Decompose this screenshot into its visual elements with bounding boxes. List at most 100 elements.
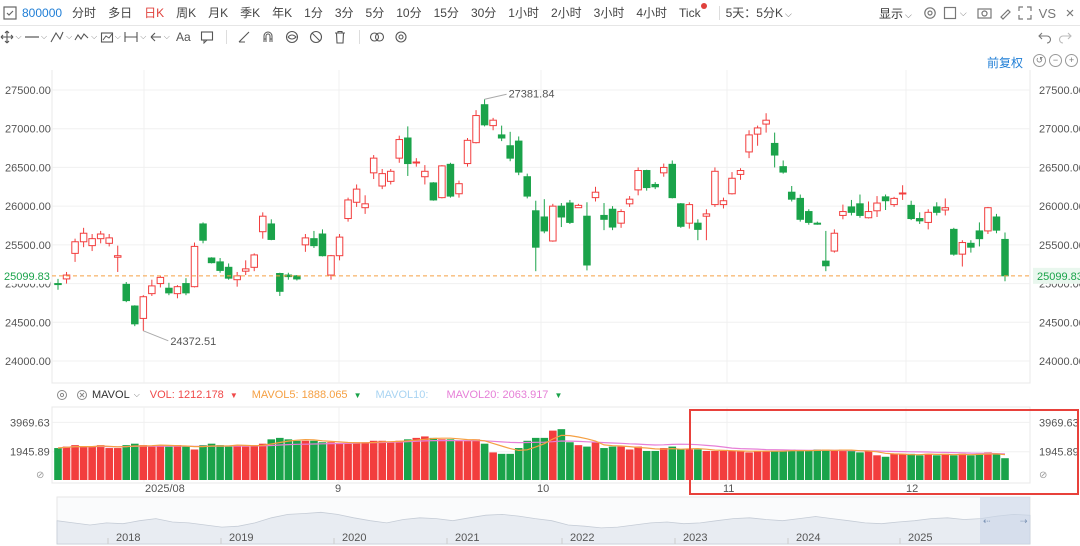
candle-body[interactable] bbox=[361, 203, 369, 209]
candle-body[interactable] bbox=[659, 166, 668, 174]
candle-body[interactable] bbox=[651, 183, 659, 188]
period-tab[interactable]: 3小时 bbox=[593, 6, 625, 20]
period-tab[interactable]: 分时 bbox=[72, 6, 97, 20]
volume-bar[interactable] bbox=[804, 450, 813, 480]
volume-bar[interactable] bbox=[873, 455, 881, 480]
volume-bar[interactable] bbox=[506, 453, 514, 480]
candle-body[interactable] bbox=[386, 170, 395, 182]
volume-bar[interactable] bbox=[932, 455, 941, 480]
period-tab[interactable]: 日K bbox=[144, 6, 165, 20]
volume-bar[interactable] bbox=[122, 445, 131, 480]
volume-bar[interactable] bbox=[770, 450, 779, 480]
candle-body[interactable] bbox=[898, 192, 907, 195]
candle-body[interactable] bbox=[497, 134, 506, 139]
volume-bar[interactable] bbox=[173, 445, 182, 480]
wave-icon[interactable]: ⌵ bbox=[74, 27, 97, 47]
candle-body[interactable] bbox=[463, 139, 472, 165]
volume-bar[interactable] bbox=[352, 442, 361, 480]
volume-bar[interactable] bbox=[472, 439, 480, 480]
candle-body[interactable] bbox=[566, 202, 574, 223]
candle-body[interactable] bbox=[915, 218, 924, 222]
reset-icon[interactable]: ↺ bbox=[1033, 54, 1046, 67]
candle-body[interactable] bbox=[668, 163, 677, 199]
period-tab[interactable]: 年K bbox=[272, 6, 293, 20]
volume-bar[interactable] bbox=[233, 445, 241, 480]
candle-body[interactable] bbox=[975, 230, 984, 240]
candle-body[interactable] bbox=[352, 188, 361, 203]
period-tab[interactable]: 4小时 bbox=[636, 6, 668, 20]
volume-bar[interactable] bbox=[753, 450, 762, 480]
candle-body[interactable] bbox=[847, 206, 856, 213]
volume-bar[interactable] bbox=[148, 446, 156, 480]
candle-body[interactable] bbox=[293, 275, 301, 280]
candle-body[interactable] bbox=[557, 205, 566, 218]
arrow-icon[interactable]: ⌵ bbox=[148, 27, 170, 47]
volume-bar[interactable] bbox=[79, 446, 88, 480]
period-tab[interactable]: 1分 bbox=[304, 6, 323, 20]
period-tab[interactable]: 10分 bbox=[396, 6, 422, 20]
candle-body[interactable] bbox=[617, 211, 625, 224]
volume-bar[interactable] bbox=[113, 448, 122, 480]
candle-body[interactable] bbox=[736, 170, 745, 175]
volume-bar[interactable] bbox=[139, 445, 148, 480]
candle-body[interactable] bbox=[753, 127, 762, 135]
candle-body[interactable] bbox=[62, 274, 71, 280]
volume-bar[interactable] bbox=[241, 446, 250, 480]
volume-bar[interactable] bbox=[728, 450, 736, 480]
candle-body[interactable] bbox=[574, 204, 583, 209]
volume-bar[interactable] bbox=[190, 449, 199, 481]
candle-body[interactable] bbox=[600, 214, 608, 220]
volume-bar[interactable] bbox=[130, 443, 139, 480]
candle-body[interactable] bbox=[412, 161, 421, 164]
pen-icon[interactable]: ⌵ bbox=[49, 27, 72, 47]
volume-bar[interactable] bbox=[224, 446, 233, 480]
volume-bar[interactable] bbox=[677, 449, 685, 481]
candle-body[interactable] bbox=[967, 242, 975, 248]
candle-body[interactable] bbox=[79, 232, 88, 243]
volume-bar[interactable] bbox=[165, 446, 173, 480]
range-icon[interactable]: ⌵ bbox=[123, 27, 146, 47]
zoom-in-icon[interactable]: + bbox=[1065, 54, 1078, 67]
candle-body[interactable] bbox=[514, 140, 523, 173]
volume-bar[interactable] bbox=[96, 445, 105, 480]
dropdown-triangle-icon[interactable]: ▼ bbox=[554, 390, 563, 400]
link-icon[interactable] bbox=[366, 27, 388, 47]
volume-bar[interactable] bbox=[438, 439, 446, 480]
volume-bar[interactable] bbox=[327, 442, 335, 480]
candle-body[interactable] bbox=[1001, 238, 1009, 277]
candle-body[interactable] bbox=[395, 139, 404, 159]
candle-body[interactable] bbox=[404, 137, 412, 165]
volume-bar[interactable] bbox=[523, 440, 532, 480]
candle-body[interactable] bbox=[113, 255, 122, 258]
zoom-out-icon[interactable]: − bbox=[1049, 54, 1062, 67]
candle-body[interactable] bbox=[165, 287, 173, 294]
period-tab[interactable]: 5分 bbox=[365, 6, 385, 20]
candle-body[interactable] bbox=[822, 260, 830, 267]
candle-body[interactable] bbox=[378, 173, 386, 187]
volume-bar[interactable] bbox=[62, 446, 71, 480]
candle-body[interactable] bbox=[694, 222, 702, 230]
volume-bar[interactable] bbox=[216, 445, 224, 480]
candle-body[interactable] bbox=[446, 163, 455, 197]
volume-bar[interactable] bbox=[574, 445, 583, 480]
camera-icon[interactable] bbox=[975, 3, 995, 23]
volume-bar[interactable] bbox=[403, 439, 412, 480]
candle-body[interactable] bbox=[779, 166, 787, 173]
gear-icon[interactable] bbox=[52, 385, 72, 405]
volume-bar[interactable] bbox=[412, 437, 421, 480]
candle-body[interactable] bbox=[472, 115, 480, 144]
volume-bar[interactable] bbox=[293, 440, 301, 480]
candle-body[interactable] bbox=[787, 191, 796, 200]
volume-bar[interactable] bbox=[88, 446, 96, 480]
volume-bar[interactable] bbox=[958, 453, 967, 480]
volume-bar[interactable] bbox=[830, 450, 839, 480]
candle-body[interactable] bbox=[489, 119, 497, 127]
candle-body[interactable] bbox=[250, 254, 258, 268]
candle-body[interactable] bbox=[864, 211, 873, 219]
candle-body[interactable] bbox=[241, 268, 250, 272]
candle-body[interactable] bbox=[958, 242, 967, 255]
candle-body[interactable] bbox=[310, 238, 318, 247]
volume-bar[interactable] bbox=[421, 436, 429, 480]
volume-bar[interactable] bbox=[745, 452, 753, 480]
candle-body[interactable] bbox=[642, 170, 651, 189]
